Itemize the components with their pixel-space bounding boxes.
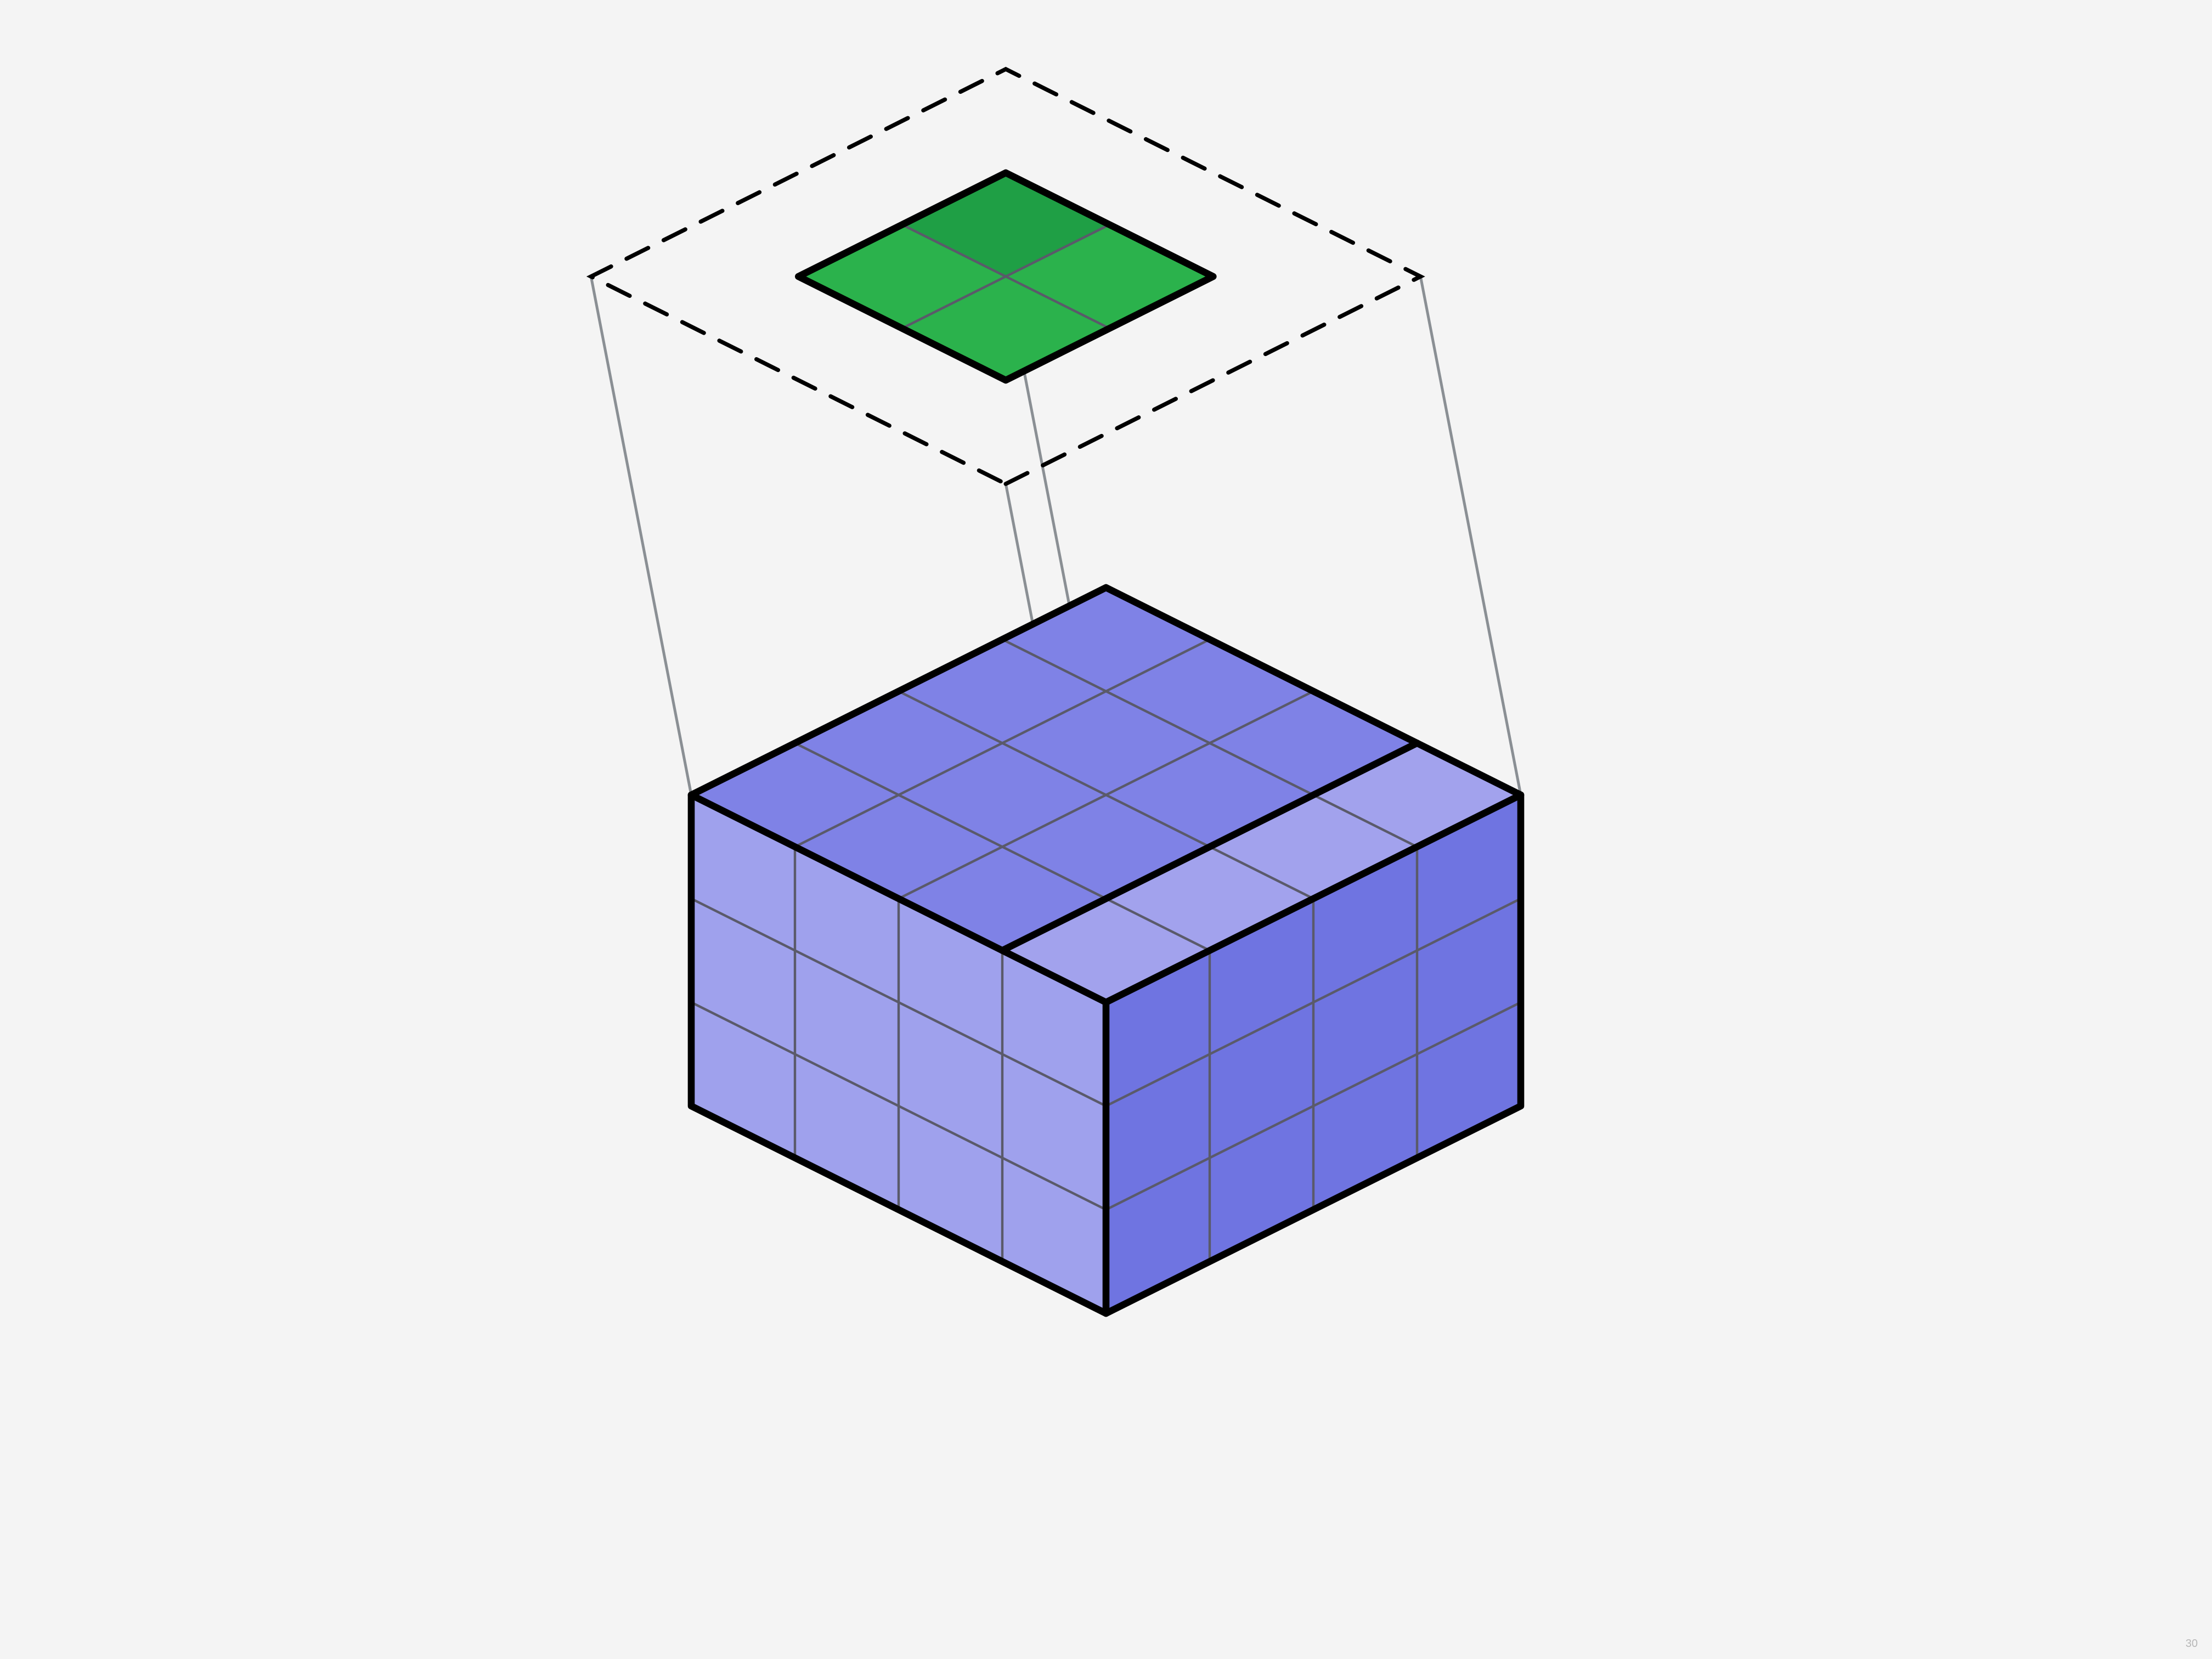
cube (691, 588, 1521, 1313)
diagram-svg (0, 0, 2212, 1659)
slide: Personal portfolio collage 30 (0, 0, 2212, 1659)
top-tile (798, 173, 1213, 380)
page-number: 30 (2186, 1638, 2198, 1650)
slide-body (0, 0, 2212, 1659)
